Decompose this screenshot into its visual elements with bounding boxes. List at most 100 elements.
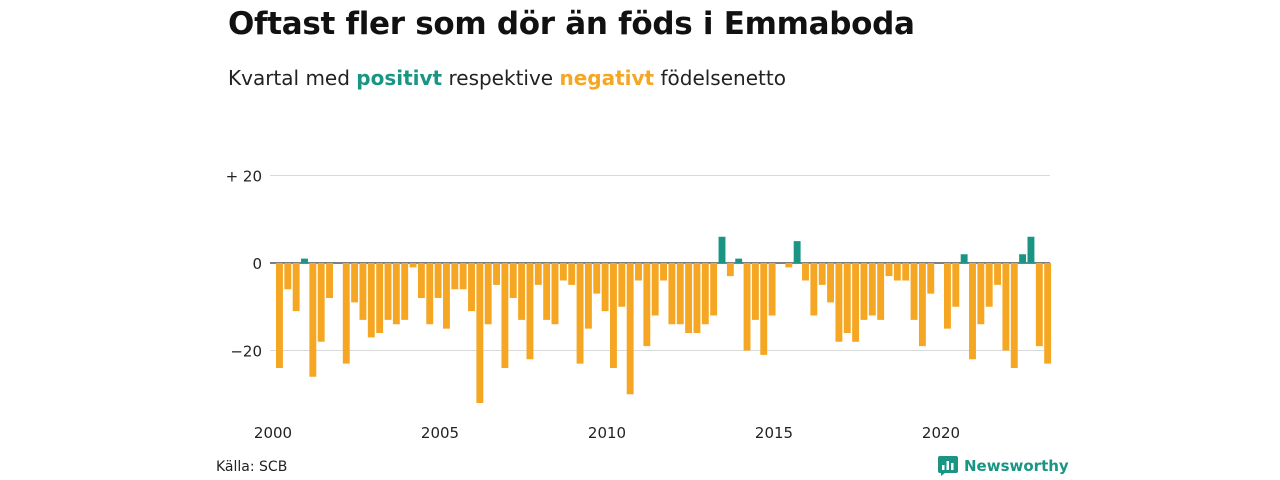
bar — [994, 263, 1001, 285]
bar — [960, 254, 968, 263]
bar — [317, 263, 325, 342]
x-tick-label: 2005 — [421, 424, 459, 442]
bar — [526, 263, 534, 360]
bar — [1027, 236, 1035, 263]
bar — [1010, 263, 1018, 368]
bar — [743, 263, 751, 351]
bar — [735, 258, 743, 264]
bar — [693, 263, 701, 333]
bar — [768, 263, 776, 316]
bar — [985, 263, 993, 307]
bar — [810, 263, 818, 316]
x-axis-labels: 2000 2005 2010 2015 2020 — [254, 424, 960, 442]
bar — [885, 263, 893, 277]
bar — [952, 263, 960, 307]
subtitle-text-mid: respektive — [442, 66, 560, 90]
bar — [751, 263, 759, 320]
source-note: Källa: SCB — [216, 459, 288, 475]
bar — [376, 263, 384, 333]
subtitle-positive-word: positivt — [356, 66, 443, 90]
y-tick-label: 0 — [252, 255, 262, 273]
bar — [417, 263, 425, 298]
bar — [868, 263, 876, 316]
bar — [601, 263, 609, 312]
x-tick-label: 2010 — [588, 424, 626, 442]
bar — [676, 263, 684, 325]
subtitle-negative-word: negativt — [559, 66, 655, 90]
bar — [843, 263, 851, 333]
bar — [342, 263, 350, 364]
bar — [451, 263, 459, 290]
chart-subtitle: Kvartal med positivt respektive negativt… — [228, 66, 786, 90]
bar — [443, 263, 450, 329]
bar — [802, 263, 809, 281]
y-axis-labels: + 20 0 −20 — [226, 168, 262, 361]
bar — [309, 263, 317, 377]
x-tick-label: 2000 — [254, 424, 292, 442]
bar — [718, 236, 726, 263]
bars — [276, 236, 1052, 403]
bar — [434, 263, 442, 298]
bar — [793, 241, 801, 264]
bar — [484, 263, 492, 325]
bar — [660, 263, 667, 281]
bar — [1019, 254, 1027, 263]
bar — [584, 263, 592, 329]
bar — [635, 263, 642, 281]
bar — [501, 263, 509, 368]
bar — [534, 263, 542, 285]
brand-name: Newsworthy — [964, 457, 1069, 475]
bar — [893, 263, 901, 281]
bar — [643, 263, 651, 347]
bar — [877, 263, 885, 320]
chart-title: Oftast fler som dör än föds i Emmaboda — [228, 6, 915, 42]
bar — [626, 263, 634, 395]
x-tick-label: 2020 — [922, 424, 960, 442]
bar — [292, 263, 300, 312]
bar — [902, 263, 910, 281]
bar — [559, 263, 567, 281]
subtitle-text-pre: Kvartal med — [228, 66, 357, 90]
bar — [927, 263, 935, 294]
bar — [918, 263, 926, 347]
bar — [518, 263, 526, 320]
bar — [543, 263, 551, 320]
subtitle-text-post: födelsenetto — [654, 66, 786, 90]
bar — [426, 263, 434, 325]
bar — [401, 263, 409, 320]
bar — [852, 263, 860, 342]
bar — [468, 263, 475, 312]
bar — [593, 263, 601, 294]
bar — [284, 263, 292, 290]
bar — [835, 263, 843, 342]
bar — [701, 263, 709, 325]
bar — [459, 263, 467, 290]
bar — [618, 263, 626, 307]
bar — [1035, 263, 1043, 347]
bar — [685, 263, 693, 333]
x-tick-label: 2015 — [755, 424, 793, 442]
bar — [1044, 263, 1052, 364]
bar — [409, 263, 417, 268]
newsworthy-logo-icon — [938, 456, 958, 476]
bar — [944, 263, 951, 329]
bar — [910, 263, 918, 320]
bar — [392, 263, 400, 325]
bar — [326, 263, 333, 298]
bar — [977, 263, 985, 325]
bar — [493, 263, 500, 285]
y-tick-label: −20 — [230, 343, 262, 361]
bar — [509, 263, 517, 298]
bar — [551, 263, 559, 325]
bar — [476, 263, 484, 403]
bar — [651, 263, 659, 316]
bar — [726, 263, 734, 277]
bar — [827, 263, 834, 303]
bar — [969, 263, 976, 360]
bar — [710, 263, 718, 316]
bar — [568, 263, 576, 285]
bar — [576, 263, 584, 364]
brand-logo: Newsworthy — [938, 456, 1069, 476]
bar — [367, 263, 375, 338]
